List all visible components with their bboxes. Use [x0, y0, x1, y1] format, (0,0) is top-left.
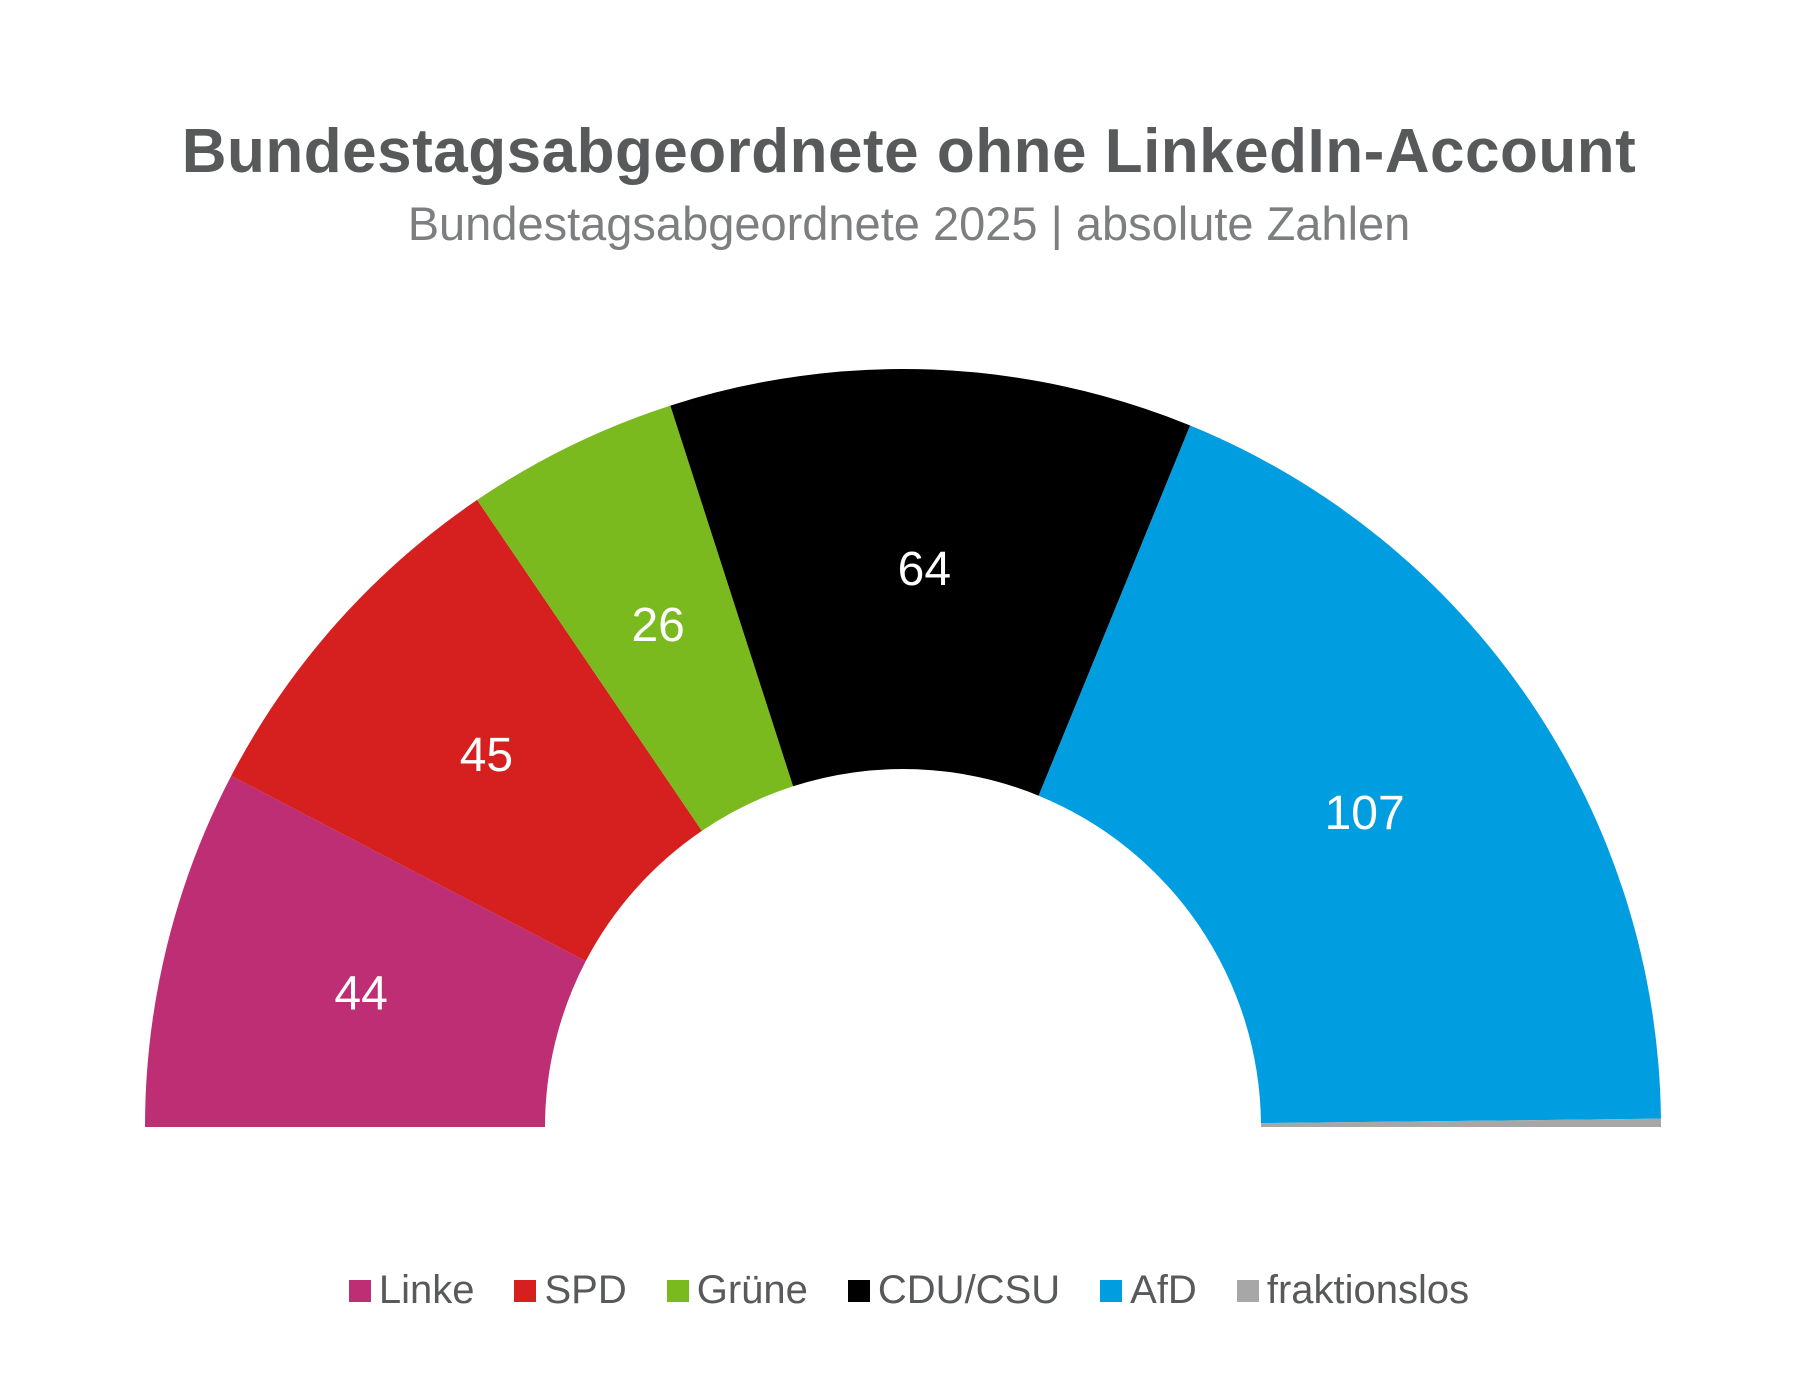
legend-swatch-gruene [666, 1279, 689, 1302]
data-label-gruene: 26 [631, 599, 684, 652]
data-label-cdu-csu: 64 [898, 543, 951, 596]
legend-swatch-afd [1100, 1279, 1123, 1302]
legend-swatch-cdu-csu [847, 1279, 870, 1302]
slice-cdu-csu [670, 368, 1191, 796]
legend-label-cdu-csu: CDU/CSU [877, 1268, 1061, 1312]
slice-gruene [477, 405, 794, 831]
chart-title: Bundestagsabgeordnete ohne LinkedIn-Acco… [181, 117, 1637, 186]
legend-item-cdu-csu: CDU/CSU [847, 1268, 1061, 1313]
data-label-linke: 44 [334, 967, 387, 1020]
legend-item-fraktionslos: fraktionslos [1236, 1268, 1470, 1313]
legend-label-spd: SPD [544, 1268, 627, 1312]
data-label-afd: 107 [1325, 787, 1405, 840]
legend-label-afd: AfD [1130, 1268, 1197, 1312]
legend-item-linke: Linke [348, 1268, 475, 1313]
legend-swatch-fraktionslos [1236, 1279, 1259, 1302]
slice-fraktionslos [1260, 1118, 1661, 1127]
slice-afd [1038, 425, 1661, 1124]
legend-label-linke: Linke [378, 1268, 475, 1312]
data-label-spd: 45 [460, 729, 513, 782]
legend-item-afd: AfD [1100, 1268, 1197, 1313]
chart-legend: Linke SPD Grüne CDU/CSU AfD fraktionslos [0, 1268, 1818, 1313]
legend-label-fraktionslos: fraktionslos [1266, 1268, 1470, 1312]
chart-slices [145, 368, 1661, 1127]
legend-swatch-linke [348, 1279, 371, 1302]
chart-data-labels: 44 45 26 64 107 [334, 543, 1404, 1021]
legend-item-gruene: Grüne [666, 1268, 808, 1313]
slice-linke [145, 775, 586, 1127]
chart-subtitle: Bundestagsabgeordnete 2025 | absolute Za… [407, 197, 1411, 250]
slice-spd [231, 499, 702, 962]
legend-swatch-spd [514, 1279, 537, 1302]
legend-item-spd: SPD [514, 1268, 627, 1313]
legend-label-gruene: Grüne [696, 1268, 808, 1312]
